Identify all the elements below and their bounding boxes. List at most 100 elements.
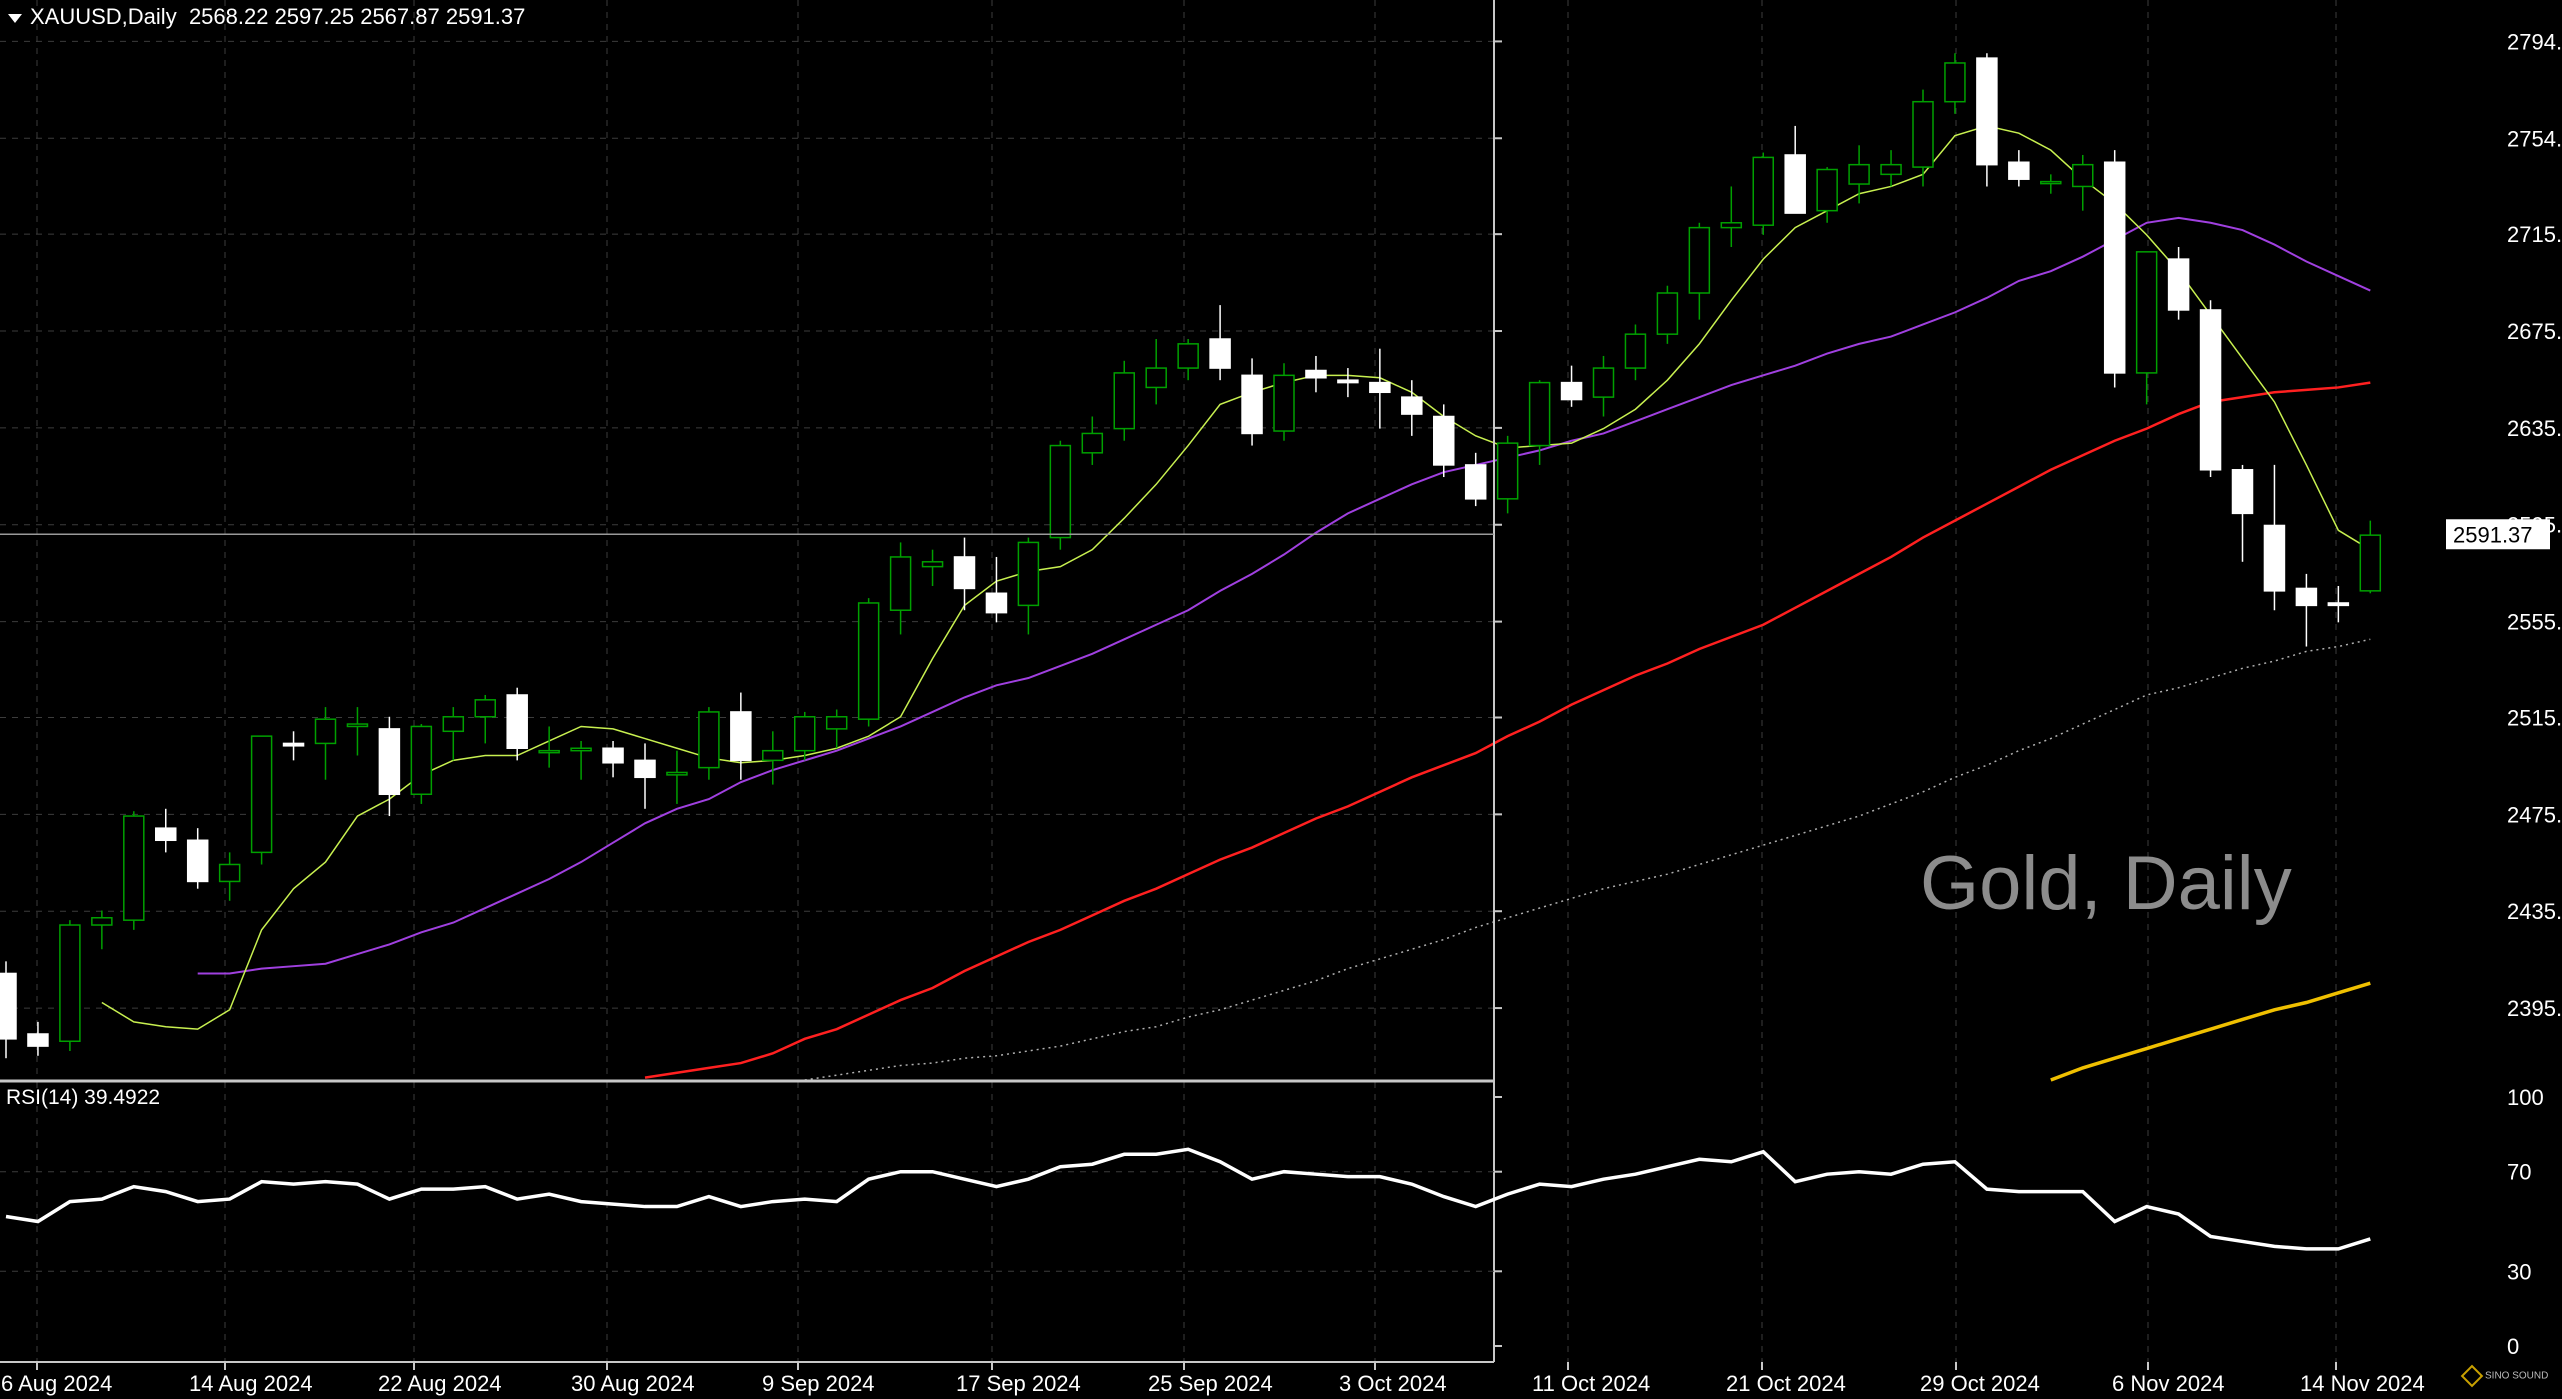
candle-body-bull (218, 863, 241, 883)
candle-body-bull (1496, 442, 1519, 500)
rsi-tick-label: 30 (2507, 1259, 2531, 1284)
time-tick-label: 9 Sep 2024 (762, 1371, 875, 1396)
current-price-box (2446, 519, 2550, 550)
candle (474, 694, 496, 744)
candle-body-bull (1592, 367, 1615, 398)
candle-body-bear (1976, 57, 1998, 166)
candle-body-bull (1944, 62, 1966, 103)
candle (666, 750, 688, 804)
candle (2072, 154, 2094, 211)
price-tick-label: 2515.70 (2507, 705, 2562, 730)
price-tick-label: 2435.70 (2507, 899, 2562, 924)
candle-body-bull (1049, 444, 1072, 539)
price-tick-label: 2395.70 (2507, 996, 2562, 1021)
candle (1816, 167, 1838, 223)
current-price-label: 2591.37 (2453, 522, 2533, 547)
candle (953, 537, 976, 611)
price-tick-label: 2635.30 (2507, 416, 2562, 441)
candle (91, 910, 113, 950)
candle-body-bull (1880, 163, 1902, 176)
time-tick-label: 11 Oct 2024 (1532, 1371, 1650, 1396)
candle (1017, 537, 1040, 635)
candle-body-bear (1369, 381, 1391, 394)
candle-body-bear (2167, 258, 2190, 311)
candle (1145, 339, 1167, 405)
candle (1337, 368, 1359, 398)
candle-body-bull (1688, 226, 1711, 294)
collapse-triangle-icon[interactable] (8, 13, 22, 23)
time-axis: 6 Aug 2024 14 Aug 2024 22 Aug 2024 30 Aug 2… (1, 1362, 2425, 1396)
candle-body-bear (634, 759, 656, 779)
candle (1049, 440, 1072, 550)
candle (1976, 53, 1998, 187)
candle-body-bull (1624, 333, 1647, 369)
candle (0, 961, 17, 1059)
candle (1496, 435, 1519, 514)
candle (218, 852, 241, 901)
candle-body-bear (2231, 469, 2254, 515)
candle (730, 692, 752, 780)
candle-body-bull (1528, 381, 1551, 447)
rsi-tick-label: 0 (2507, 1334, 2519, 1359)
candle (794, 711, 816, 761)
candle-body-bull (1113, 372, 1135, 430)
candle (2231, 464, 2254, 562)
price-tick-label: 2475.70 (2507, 802, 2562, 827)
candle-body-bull (1145, 367, 1167, 389)
brand-logo: SINO SOUND (2460, 1364, 2549, 1388)
candle (2008, 150, 2030, 187)
candle (1720, 186, 1743, 247)
candle-body-bull (570, 747, 592, 752)
candle-body-bear (378, 728, 401, 796)
candle-body-bear (282, 742, 305, 747)
candle-body-bull (1848, 163, 1870, 185)
candle (889, 542, 912, 635)
candle-body-bull (59, 924, 81, 1043)
candle (1912, 89, 1934, 187)
candle-body-bear (1401, 396, 1423, 415)
candle-body-bull (1912, 100, 1934, 168)
watermark: Gold, Daily (1920, 841, 2292, 926)
candle (825, 709, 848, 749)
candle-body-bear (1241, 374, 1263, 435)
candle (282, 731, 305, 761)
candle (1209, 305, 1231, 381)
logo-diamond-icon (2460, 1364, 2484, 1388)
candle-body-bull (1720, 222, 1743, 229)
candle-body-bull (91, 917, 113, 926)
time-tick-label: 14 Nov 2024 (2300, 1371, 2425, 1396)
candle (1752, 152, 1774, 235)
candle-body-bear (730, 711, 752, 762)
candle (1848, 145, 1870, 204)
candle (698, 707, 720, 780)
candle-body-bull (857, 602, 880, 720)
candle-body-bull (698, 711, 720, 769)
candlestick-series (0, 53, 2382, 1059)
candle-body-bear (27, 1033, 49, 1047)
ma-slow-line (644, 381, 2371, 1079)
ohlc-values: 2568.22 2597.25 2567.87 2591.37 (188, 4, 526, 29)
candle-body-bull (123, 815, 145, 921)
candle-body-bull (1752, 156, 1774, 226)
ma-200-line (2050, 981, 2371, 1082)
candle-body-bull (314, 718, 337, 745)
candle-body-bull (2135, 251, 2158, 374)
candle (442, 707, 465, 761)
candle-body-bull (2040, 180, 2062, 185)
candle (123, 811, 145, 930)
price-tick-label: 2794.90 (2507, 29, 2562, 54)
logo-text: SINO SOUND (2485, 1370, 2549, 1382)
candle (1592, 355, 1615, 417)
candle (1433, 404, 1455, 478)
candle (250, 735, 273, 865)
candle (27, 1021, 49, 1056)
candle (1241, 358, 1263, 446)
symbol-label: XAUUSD,Daily (30, 4, 177, 29)
candle (857, 598, 880, 727)
candle-body-bull (538, 749, 560, 754)
time-tick-label: 30 Aug 2024 (571, 1371, 695, 1396)
candle-body-bear (2008, 161, 2030, 180)
candle (346, 707, 369, 756)
candle-body-bear (2295, 587, 2318, 607)
